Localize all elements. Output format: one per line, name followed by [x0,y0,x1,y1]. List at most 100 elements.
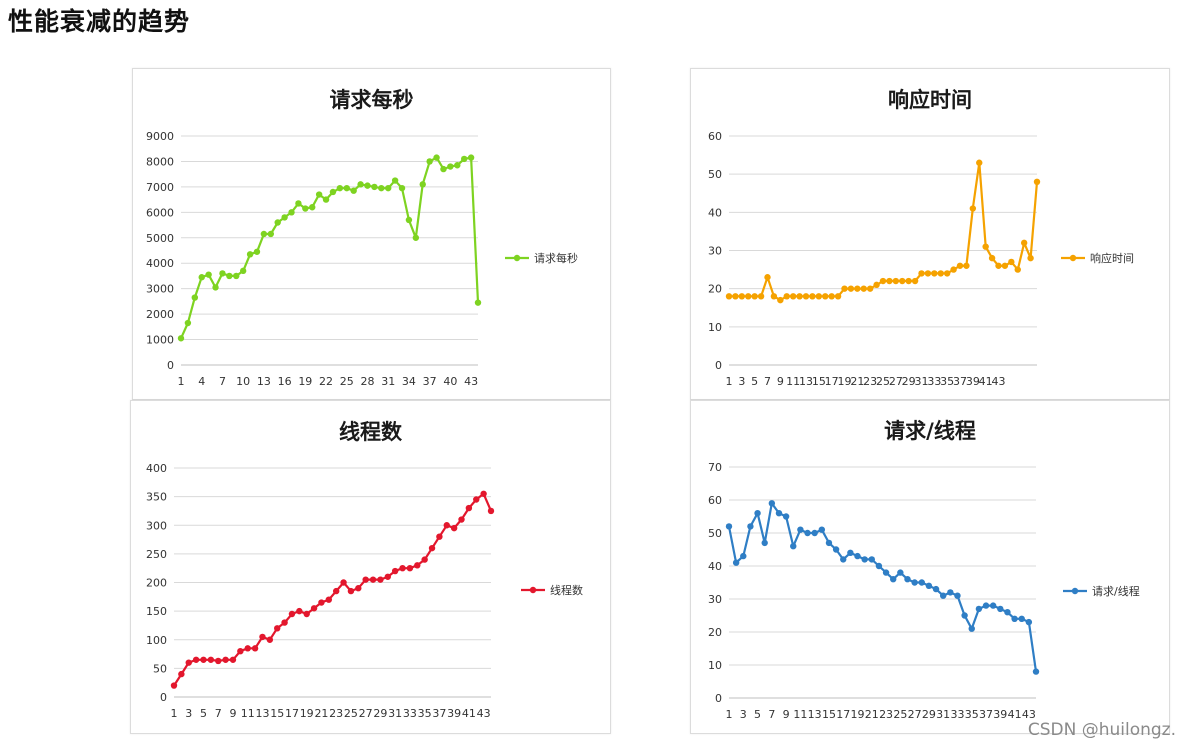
data-point [303,610,310,618]
data-point [873,281,880,289]
data-point [260,230,268,238]
data-point [832,546,840,553]
data-point [732,293,739,300]
x-tick-label: 4 [198,375,205,388]
data-point [1008,258,1015,266]
page-title: 性能衰减的趋势 [8,7,191,36]
data-point [868,556,875,563]
y-tick-label: 4000 [146,257,174,270]
y-tick-label: 7000 [146,181,174,194]
data-point [226,272,233,280]
data-point [751,293,758,300]
data-point [309,204,316,211]
data-point [854,552,861,560]
data-point [288,610,296,618]
data-point [192,656,200,663]
data-point [207,656,215,663]
data-point [811,529,818,537]
x-tick-label: 1 [726,375,733,388]
chart-panel-requests-per-thread: 请求/线程 0 10 20 30 40 50 60 70 1 3 5 7 9 11 13 15 17 19 21 23 2… [690,400,1170,734]
x-tick-label: 9 [229,707,236,720]
data-point [840,556,847,563]
x-tick-label: 40 [443,375,457,388]
y-tick-label: 20 [708,626,722,639]
data-point [1018,615,1025,622]
data-point [426,158,433,165]
data-point [1001,262,1009,269]
x-tick-label: 43 [464,375,478,388]
x-tick-label: 5 [754,708,761,721]
data-point [178,670,185,678]
y-tick-label: 8000 [146,155,174,168]
y-tick-label: 40 [708,206,722,219]
data-point [281,619,288,626]
legend-label: 请求/线程 [1092,584,1140,598]
data-point [961,612,968,619]
data-point [465,504,473,512]
legend-marker [529,586,537,594]
data-point [834,293,842,300]
data-point [754,510,761,517]
x-tick-label: 34 [402,375,416,388]
x-tick-label: 23 [329,707,343,720]
chart-requests-per-second: 请求每秒 0 1000 2000 3000 4000 5000 6000 7000 8000 900… [146,88,578,388]
data-point [969,205,977,212]
y-tick-label: 150 [146,605,167,618]
data-point [473,496,480,503]
x-tick-label: 23 [863,375,877,388]
data-point [355,585,362,592]
data-point [875,562,883,570]
data-point [937,270,944,277]
data-point [732,559,740,566]
x-tick-label: 15 [812,375,826,388]
y-tick-label: 40 [708,560,722,573]
data-point [783,293,790,300]
data-point [847,285,855,292]
legend-label: 响应时间 [1090,251,1134,265]
x-tick-label: 27 [908,708,922,721]
x-tick-label: 22 [319,375,333,388]
x-tick-label: 37 [953,375,967,388]
y-tick-label: 60 [708,494,722,507]
y-tick-label: 2000 [146,308,174,321]
y-tick-label: 300 [146,519,167,532]
data-point [259,633,266,641]
series-line [179,156,480,339]
data-point [251,645,259,652]
data-point [329,188,337,196]
x-tick-label: 5 [751,375,758,388]
data-point [332,587,340,595]
x-tick-label: 35 [965,708,979,721]
chart-title: 响应时间 [888,88,972,112]
data-point [770,293,778,300]
x-tick-label: 29 [373,707,387,720]
y-tick-label: 50 [708,527,722,540]
data-point [185,659,192,666]
x-tick-label: 37 [432,707,446,720]
data-point [847,549,854,556]
data-point [789,293,797,300]
y-tick-label: 250 [146,548,167,561]
x-tick-label: 35 [418,707,432,720]
data-point [745,293,752,300]
x-tick-label: 25 [340,375,354,388]
x-tick-label: 29 [902,375,916,388]
data-point [725,293,733,300]
data-point [809,293,816,300]
data-point [318,599,325,606]
x-tick-label: 31 [936,708,950,721]
y-tick-label: 400 [146,462,167,475]
data-point [391,567,399,575]
x-tick-label: 41 [462,707,476,720]
data-point [447,163,454,170]
x-tick-label: 5 [200,707,207,720]
data-point [790,543,797,550]
data-point [440,165,447,173]
x-tick-label: 15 [270,707,284,720]
x-tick-label: 9 [777,375,784,388]
x-tick-label: 31 [381,375,395,388]
data-point [378,184,385,192]
data-point [897,569,904,576]
